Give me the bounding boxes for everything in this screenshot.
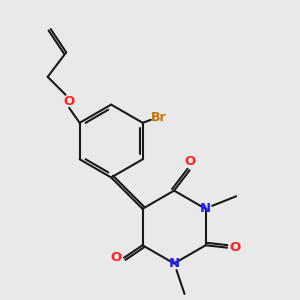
Text: Br: Br	[151, 111, 167, 124]
Text: N: N	[169, 257, 180, 270]
Text: O: O	[230, 241, 241, 254]
Text: N: N	[200, 202, 211, 215]
Text: O: O	[184, 155, 196, 168]
Text: O: O	[110, 251, 121, 264]
Text: O: O	[64, 95, 75, 108]
